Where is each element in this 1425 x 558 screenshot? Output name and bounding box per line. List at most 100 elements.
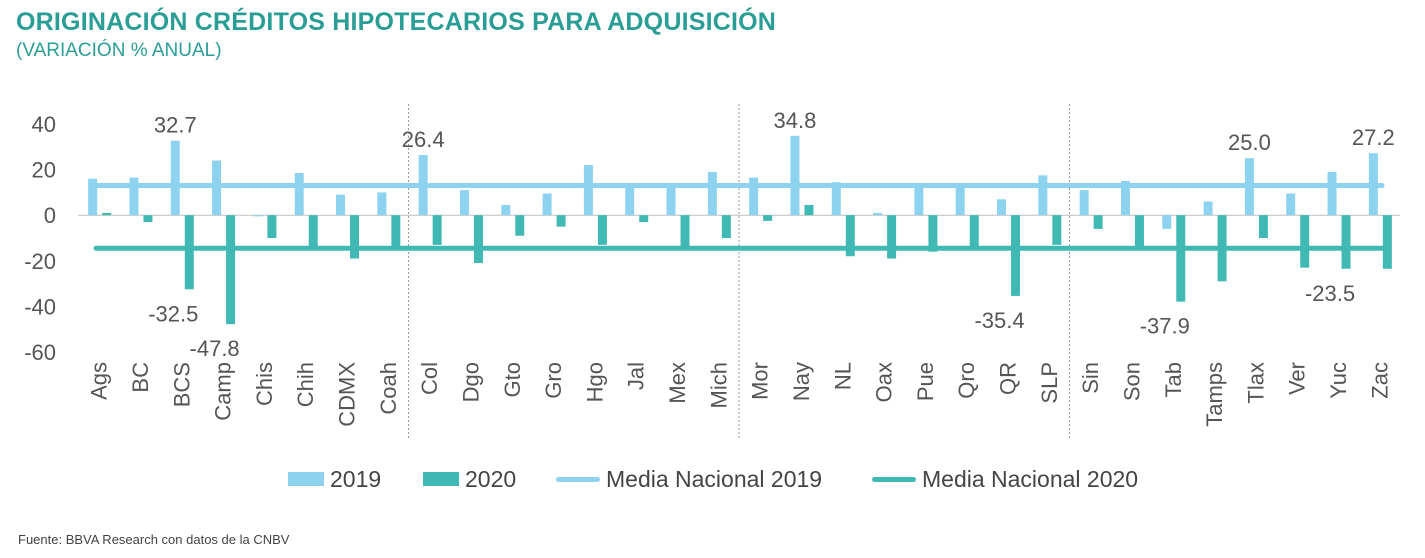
legend: 2019 2020 Media Nacional 2019 Media Naci… xyxy=(0,462,1425,496)
x-tick-label: BC xyxy=(128,362,153,393)
x-tick-label: BCS xyxy=(169,362,194,407)
bar-2019 xyxy=(1327,171,1337,216)
bar-2019 xyxy=(873,212,883,216)
x-tick-label: Chih xyxy=(293,362,318,407)
data-label: 32.7 xyxy=(154,113,197,138)
bar-2019 xyxy=(1286,193,1296,216)
x-tick-label: Coah xyxy=(376,362,401,415)
x-tick-label: Mor xyxy=(748,362,773,400)
x-tick-label: NL xyxy=(830,362,855,390)
bar-2020 xyxy=(804,204,814,216)
bar-2019 xyxy=(129,177,139,216)
bar-2020 xyxy=(887,215,897,259)
bar-2020 xyxy=(515,215,525,236)
bar-2019 xyxy=(253,215,263,217)
bar-2019 xyxy=(1162,215,1172,229)
bar-2019 xyxy=(997,199,1007,216)
bar-2020 xyxy=(226,215,236,325)
data-label: -47.8 xyxy=(190,336,240,361)
legend-item-media-2019: Media Nacional 2019 xyxy=(556,462,822,496)
data-label: -32.5 xyxy=(148,301,198,326)
bar-2020 xyxy=(597,215,607,245)
legend-item-2019: 2019 xyxy=(288,462,381,496)
bar-2019 xyxy=(1203,201,1213,216)
data-label: -37.9 xyxy=(1140,314,1190,339)
data-label: -35.4 xyxy=(974,308,1024,333)
bar-2020 xyxy=(102,212,112,216)
bar-2019 xyxy=(377,192,387,216)
bar-2019 xyxy=(459,190,469,216)
x-tick-label: Ver xyxy=(1285,362,1310,395)
x-tick-label: Yuc xyxy=(1326,362,1351,399)
bar-2020 xyxy=(1176,215,1186,302)
x-tick-label: Sin xyxy=(1078,362,1103,394)
x-tick-label: Tlax xyxy=(1243,362,1268,404)
legend-label-2020: 2020 xyxy=(465,465,517,492)
bar-2019 xyxy=(914,185,924,216)
x-tick-label: Gro xyxy=(541,362,566,399)
chart-title: ORIGINACIÓN CRÉDITOS HIPOTECARIOS PARA A… xyxy=(16,8,777,36)
bar-2020 xyxy=(350,215,360,259)
bar-2019 xyxy=(1038,175,1048,216)
x-tick-label: Son xyxy=(1119,362,1144,401)
bar-2020 xyxy=(1052,215,1062,245)
bar-2019 xyxy=(707,171,717,216)
data-label: 25.0 xyxy=(1228,130,1271,155)
x-tick-label: Pue xyxy=(913,362,938,401)
x-tick-label: Oax xyxy=(872,362,897,402)
legend-swatch-2020 xyxy=(423,472,459,486)
bar-2020 xyxy=(267,215,277,238)
bar-2019 xyxy=(170,140,180,216)
bar-2020 xyxy=(143,215,153,223)
bar-2019 xyxy=(831,182,841,216)
bar-2020 xyxy=(308,215,318,250)
bar-2019 xyxy=(666,185,676,216)
x-tick-label: Nay xyxy=(789,362,814,401)
data-label: 26.4 xyxy=(402,127,445,152)
bar-2019 xyxy=(88,178,98,216)
bar-2020 xyxy=(845,215,855,257)
source-note: Fuente: BBVA Research con datos de la CN… xyxy=(18,532,290,547)
legend-line-media-2019 xyxy=(556,476,600,482)
legend-line-media-2020 xyxy=(872,476,916,482)
y-tick-label: -20 xyxy=(24,249,56,274)
bar-2019 xyxy=(501,204,511,216)
x-tick-label: QR xyxy=(996,362,1021,395)
y-tick-label: 40 xyxy=(32,112,56,137)
y-tick-label: -60 xyxy=(24,340,56,365)
x-tick-label: Dgo xyxy=(458,362,483,402)
bar-2020 xyxy=(1341,215,1351,269)
bar-2020 xyxy=(680,215,690,250)
x-tick-label: Hgo xyxy=(582,362,607,402)
x-tick-label: Camp xyxy=(211,362,236,421)
bar-2019 xyxy=(1079,190,1089,216)
bar-2019 xyxy=(583,165,593,216)
bar-2020 xyxy=(969,215,979,250)
bar-2020 xyxy=(1300,215,1310,268)
bar-2019 xyxy=(955,183,965,216)
bar-2019 xyxy=(294,173,304,216)
bar-2020 xyxy=(1258,215,1268,238)
bar-2019 xyxy=(1120,181,1130,216)
legend-swatch-2019 xyxy=(288,472,324,486)
x-tick-label: Gto xyxy=(500,362,525,397)
legend-label-2019: 2019 xyxy=(330,465,382,492)
x-tick-label: Col xyxy=(417,362,442,395)
x-tick-label: Chis xyxy=(252,362,277,406)
bar-2020 xyxy=(391,215,401,250)
legend-label-media-2019: Media Nacional 2019 xyxy=(606,465,823,492)
bar-2020 xyxy=(556,215,566,227)
bar-2019 xyxy=(336,194,346,216)
x-tick-label: Zac xyxy=(1367,362,1392,399)
x-tick-label: Tamps xyxy=(1202,362,1227,427)
x-tick-label: Mex xyxy=(665,362,690,404)
bar-2020 xyxy=(763,215,773,221)
bar-2020 xyxy=(1093,215,1103,229)
bar-2020 xyxy=(721,215,731,238)
x-tick-label: SLP xyxy=(1037,362,1062,404)
bar-2019 xyxy=(749,177,759,216)
x-tick-label: CDMX xyxy=(335,362,360,427)
data-label: 27.2 xyxy=(1352,125,1395,150)
x-tick-label: Tab xyxy=(1161,362,1186,397)
bar-2019 xyxy=(625,186,635,216)
